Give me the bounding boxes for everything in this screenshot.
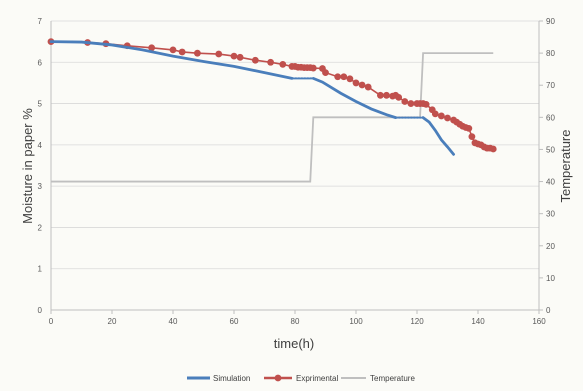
x-tick-label: 140 [471, 317, 485, 326]
y-tick-label: 1 [38, 265, 43, 274]
experimental-point [194, 49, 201, 57]
legend-experimental-label: Exprimental [296, 374, 338, 383]
y2-tick-label: 20 [546, 242, 555, 251]
experimental-point [309, 64, 317, 72]
y2-tick-label: 60 [546, 113, 555, 122]
simulation-series [49, 40, 456, 156]
gridlines [51, 20, 539, 311]
y2-tick-label: 80 [546, 49, 555, 58]
y-tick-label: 0 [38, 306, 43, 315]
y-tick-label: 2 [38, 223, 43, 232]
experimental-point [444, 114, 451, 122]
experimental-series [47, 38, 497, 153]
x-tick-label: 60 [230, 317, 239, 326]
legend-simulation-label: Simulation [213, 374, 250, 383]
legend-temperature-label: Temperature [370, 374, 415, 383]
y2-tick-label: 90 [546, 17, 555, 26]
experimental-point [322, 69, 329, 77]
legend: Simulation Exprimental Temperature [187, 374, 415, 383]
x-tick-label: 100 [349, 317, 363, 326]
x-axis-title: time(h) [274, 336, 314, 351]
legend-experimental-marker [274, 374, 282, 382]
temperature-series [51, 52, 494, 183]
tick-labels: 0 20 40 60 80 100 120 140 1600123456701020304050… [38, 17, 556, 326]
experimental-point [383, 91, 390, 99]
y2-tick-label: 0 [546, 306, 551, 315]
experimental-point [364, 83, 372, 91]
x-tick-label: 20 [108, 317, 117, 326]
experimental-point [215, 50, 223, 58]
y2-tick-label: 40 [546, 178, 555, 187]
experimental-point [230, 52, 238, 60]
experimental-point [346, 75, 354, 83]
y-tick-label: 5 [38, 100, 43, 109]
experimental-point [148, 44, 156, 52]
y2-tick-label: 30 [546, 210, 555, 219]
experimental-point [251, 56, 259, 64]
y-tick-label: 7 [38, 17, 43, 26]
experimental-point [377, 91, 384, 99]
x-tick-label: 80 [291, 317, 300, 326]
x-tick-label: 0 [49, 317, 54, 326]
simulation-line [49, 40, 294, 80]
y2-tick-label: 70 [546, 81, 555, 90]
x-tick-label: 160 [532, 317, 546, 326]
experimental-point [465, 124, 473, 132]
experimental-point [169, 46, 177, 54]
experimental-point [407, 100, 415, 107]
experimental-point [279, 60, 287, 68]
experimental-point [438, 112, 445, 120]
experimental-point [395, 93, 403, 101]
y-tick-label: 3 [38, 182, 43, 191]
y-tick-label: 6 [38, 58, 43, 67]
experimental-point [352, 79, 360, 87]
simulation-line [421, 116, 456, 156]
experimental-point [489, 145, 497, 153]
temperature-line [51, 52, 494, 183]
experimental-point [334, 73, 342, 81]
experimental-point [422, 100, 430, 108]
experimental-point [468, 133, 476, 141]
simulation-line [311, 76, 398, 120]
experimental-point [236, 53, 244, 61]
experimental-point [267, 58, 274, 66]
y2-axis-title: Temperature [558, 130, 573, 203]
experimental-point [431, 110, 439, 118]
experimental-point [178, 48, 186, 56]
experimental-point [401, 98, 409, 105]
axes [50, 20, 543, 314]
x-tick-label: 120 [410, 317, 424, 326]
y-tick-label: 4 [38, 141, 43, 150]
x-tick-label: 40 [169, 317, 178, 326]
y-axis-title: Moisture in paper % [20, 108, 35, 224]
y2-tick-label: 10 [546, 274, 555, 283]
experimental-point [340, 73, 348, 81]
y2-tick-label: 50 [546, 145, 555, 154]
experimental-point [358, 81, 366, 89]
